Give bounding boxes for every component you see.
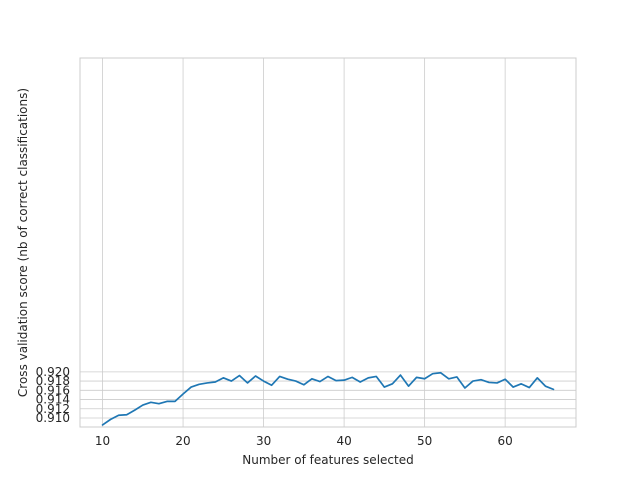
series-line xyxy=(101,371,555,426)
x-tick-label: 30 xyxy=(256,434,271,448)
x-tick-label: 40 xyxy=(336,434,351,448)
y-tick-label: 0.918 xyxy=(36,374,70,388)
y-tick-label: 0.920 xyxy=(36,365,70,379)
y-tick-label: 0.910 xyxy=(36,411,70,425)
plot-area-frame xyxy=(79,57,577,428)
y-tick-label: 0.914 xyxy=(36,393,70,407)
x-tick-label: 60 xyxy=(497,434,512,448)
y-axis-label: Cross validation score (nb of correct cl… xyxy=(16,88,30,397)
x-tick-label: 10 xyxy=(95,434,110,448)
y-tick-label: 0.912 xyxy=(36,402,70,416)
x-tick-label: 50 xyxy=(417,434,432,448)
y-tick-label: 0.916 xyxy=(36,383,70,397)
x-tick-labels: 10 20 30 40 50 60 xyxy=(95,434,513,448)
grid xyxy=(80,58,576,427)
x-tick-label: 20 xyxy=(175,434,190,448)
series-layer xyxy=(101,371,555,426)
x-axis-label: Number of features selected xyxy=(242,453,413,467)
